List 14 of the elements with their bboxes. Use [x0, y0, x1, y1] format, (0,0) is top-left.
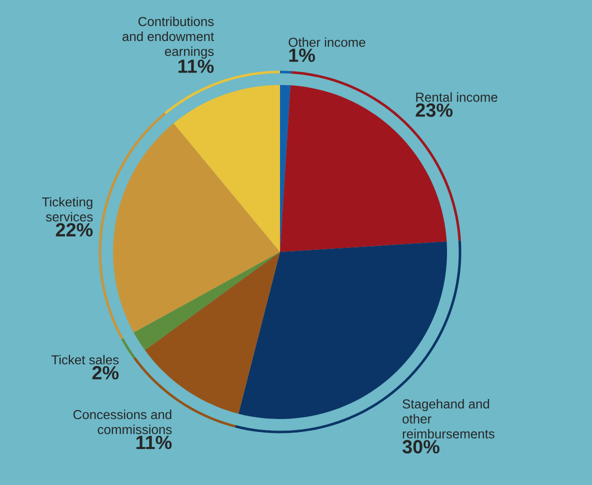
slice-label: Ticket sales [51, 354, 119, 364]
slice-label: Other income [288, 37, 366, 47]
data-label: 1% [289, 48, 315, 62]
data-label: 11% [178, 60, 214, 73]
slice-label: Concessions and commissions [73, 410, 172, 434]
slice-label: Ticketing services [42, 197, 93, 222]
slice-label: Contributions and endowment earnings [122, 16, 214, 59]
slice-label: Rental income [416, 92, 498, 102]
data-label: 2% [92, 366, 119, 380]
data-label: 11% [136, 436, 172, 450]
data-label: 22% [56, 223, 93, 236]
slice-label: Stagehand and other reimbursements [402, 399, 494, 438]
data-label: 23% [416, 103, 453, 117]
data-label: 30% [402, 440, 440, 454]
